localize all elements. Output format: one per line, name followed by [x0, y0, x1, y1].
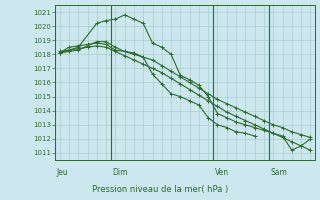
Text: Pression niveau de la mer( hPa ): Pression niveau de la mer( hPa ) — [92, 185, 228, 194]
Text: Jeu: Jeu — [57, 168, 68, 177]
Text: Ven: Ven — [214, 168, 228, 177]
Text: Dim: Dim — [112, 168, 128, 177]
Text: Sam: Sam — [270, 168, 287, 177]
